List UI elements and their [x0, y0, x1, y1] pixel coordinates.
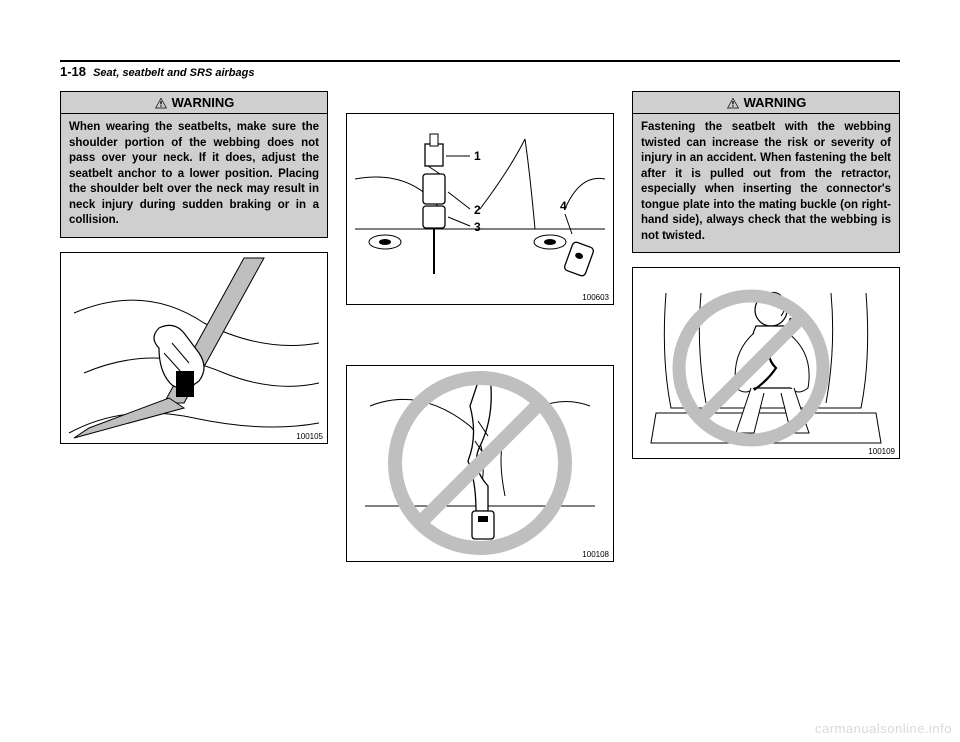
figure-100105: 100105: [60, 252, 328, 444]
warning-header-1: WARNING: [61, 92, 327, 114]
label-1: 1: [474, 149, 481, 163]
warning-label-1: WARNING: [172, 95, 235, 110]
warning-text-1: When wearing the seatbelts, make sure th…: [61, 114, 327, 237]
warning-box-2: WARNING Fastening the seatbelt with the …: [632, 91, 900, 253]
twisted-belt-prohibit-illustration: [347, 366, 613, 561]
columns: WARNING When wearing the seatbelts, make…: [60, 91, 900, 562]
figure-id-100109: 100109: [868, 447, 895, 456]
label-3: 3: [474, 220, 481, 234]
warning-triangle-icon: [154, 97, 168, 109]
figure-id-100603: 100603: [582, 293, 609, 302]
warning-triangle-icon: [726, 97, 740, 109]
warning-label-2: WARNING: [744, 95, 807, 110]
section-title: Seat, seatbelt and SRS airbags: [93, 67, 254, 79]
seat-buckle-diagram: 1 2 3 4: [347, 114, 613, 304]
figure-id-100108: 100108: [582, 550, 609, 559]
figure-100108: 100108: [346, 365, 614, 562]
header-line: 1-18 Seat, seatbelt and SRS airbags: [60, 64, 900, 79]
seatbelt-hand-illustration: [61, 253, 327, 443]
warning-text-2: Fastening the seatbelt with the webbing …: [633, 114, 899, 252]
figure-100603: 1 2 3 4 100603: [346, 113, 614, 305]
column-3: WARNING Fastening the seatbelt with the …: [632, 91, 900, 562]
person-twisted-belt-prohibit-illustration: [633, 268, 899, 458]
page-header: 1-18 Seat, seatbelt and SRS airbags: [60, 60, 900, 79]
label-4: 4: [560, 199, 567, 213]
label-2: 2: [474, 203, 481, 217]
figure-id-100105: 100105: [296, 432, 323, 441]
watermark: carmanualsonline.info: [815, 721, 952, 736]
column-2: 1 2 3 4 100603: [346, 91, 614, 562]
page-number: 1-18: [60, 64, 86, 79]
figure-100109: 100109: [632, 267, 900, 459]
warning-box-1: WARNING When wearing the seatbelts, make…: [60, 91, 328, 238]
page-content: 1-18 Seat, seatbelt and SRS airbags WARN…: [60, 60, 900, 562]
column-1: WARNING When wearing the seatbelts, make…: [60, 91, 328, 562]
warning-header-2: WARNING: [633, 92, 899, 114]
